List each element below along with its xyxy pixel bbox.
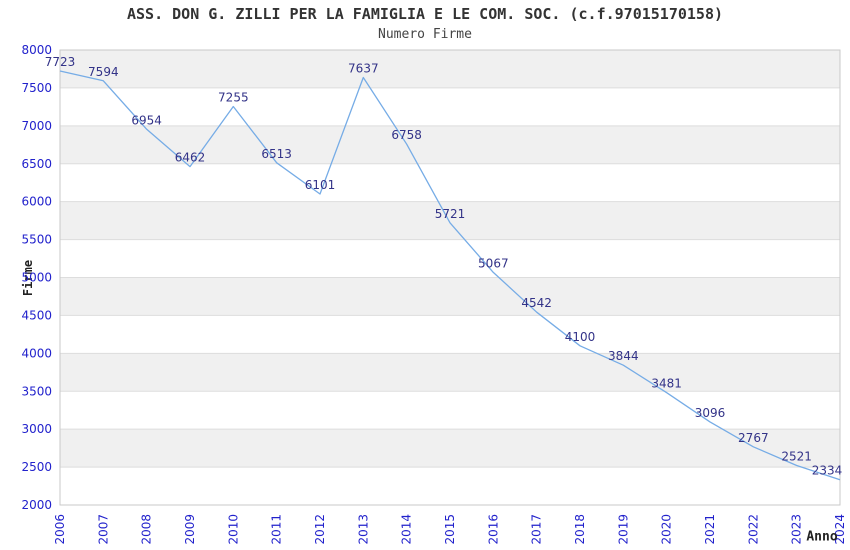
grid-band <box>60 277 840 316</box>
x-tick-label: 2006 <box>53 514 67 545</box>
data-point-label: 7255 <box>218 90 249 104</box>
x-tick-label: 2019 <box>616 514 630 545</box>
data-point-label: 2334 <box>812 464 843 478</box>
y-tick-label: 4000 <box>21 346 52 360</box>
x-tick-label: 2021 <box>703 514 717 545</box>
y-tick-label: 3500 <box>21 384 52 398</box>
grid-band <box>60 125 840 164</box>
grid-band <box>60 50 840 88</box>
y-tick-label: 4500 <box>21 308 52 322</box>
data-line <box>59 70 841 481</box>
x-tick-label: 2007 <box>96 514 110 545</box>
data-point-label: 3481 <box>651 377 682 391</box>
data-point-label: 6758 <box>391 128 422 142</box>
data-point-label: 6954 <box>131 113 162 127</box>
x-tick-label: 2009 <box>183 514 197 545</box>
x-tick-label: 2015 <box>443 514 457 545</box>
plot-border <box>59 49 841 506</box>
grid-band <box>60 429 840 468</box>
y-tick-label: 2000 <box>21 498 52 512</box>
data-point-label: 6101 <box>305 178 336 192</box>
x-tick-label: 2020 <box>660 514 674 545</box>
data-point-label: 4100 <box>565 330 596 344</box>
x-tick-label: 2024 <box>833 514 847 545</box>
x-tick-label: 2014 <box>400 514 414 545</box>
y-tick-label: 3000 <box>21 422 52 436</box>
chart-subtitle: Numero Firme <box>378 27 472 42</box>
chart-title: ASS. DON G. ZILLI PER LA FAMIGLIA E LE C… <box>126 5 724 23</box>
data-point-label: 5067 <box>478 256 509 270</box>
y-tick-label: 7000 <box>21 119 52 133</box>
y-tick-label: 6000 <box>21 195 52 209</box>
grid-band <box>60 201 840 240</box>
data-point-label: 3844 <box>608 349 639 363</box>
x-tick-label: 2023 <box>790 514 804 545</box>
x-tick-label: 2012 <box>313 514 327 545</box>
x-axis-title: Anno <box>806 529 838 545</box>
x-tick-label: 2008 <box>140 514 154 545</box>
x-tick-label: 2013 <box>356 514 370 545</box>
data-point-label: 4542 <box>521 296 552 310</box>
data-point-label: 7723 <box>45 55 76 69</box>
y-tick-label: 5500 <box>21 233 52 247</box>
y-tick-label: 6500 <box>21 157 52 171</box>
y-tick-label: 2500 <box>21 460 52 474</box>
x-tick-label: 2022 <box>746 514 760 545</box>
x-tick-label: 2017 <box>530 514 544 545</box>
data-point-label: 6513 <box>261 147 292 161</box>
data-point-label: 5721 <box>435 207 466 221</box>
data-point-label: 7637 <box>348 62 379 76</box>
data-point-label: 2521 <box>781 449 812 463</box>
x-tick-label: 2011 <box>270 514 284 545</box>
y-tick-label: 7500 <box>21 81 52 95</box>
data-point-label: 6462 <box>175 151 206 165</box>
x-tick-label: 2010 <box>226 514 240 545</box>
data-point-label: 3096 <box>695 406 726 420</box>
x-tick-label: 2016 <box>486 514 500 545</box>
y-tick-label: 8000 <box>21 43 52 57</box>
grid-band <box>60 353 840 392</box>
y-tick-label: 5000 <box>21 271 52 285</box>
data-point-label: 7594 <box>88 65 119 79</box>
data-point-label: 2767 <box>738 431 769 445</box>
x-tick-label: 2018 <box>573 514 587 545</box>
